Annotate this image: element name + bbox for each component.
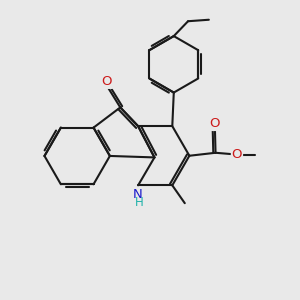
Text: O: O (210, 117, 220, 130)
Text: O: O (102, 75, 112, 88)
Text: H: H (135, 196, 144, 209)
Text: N: N (133, 188, 143, 201)
Text: O: O (232, 148, 242, 161)
